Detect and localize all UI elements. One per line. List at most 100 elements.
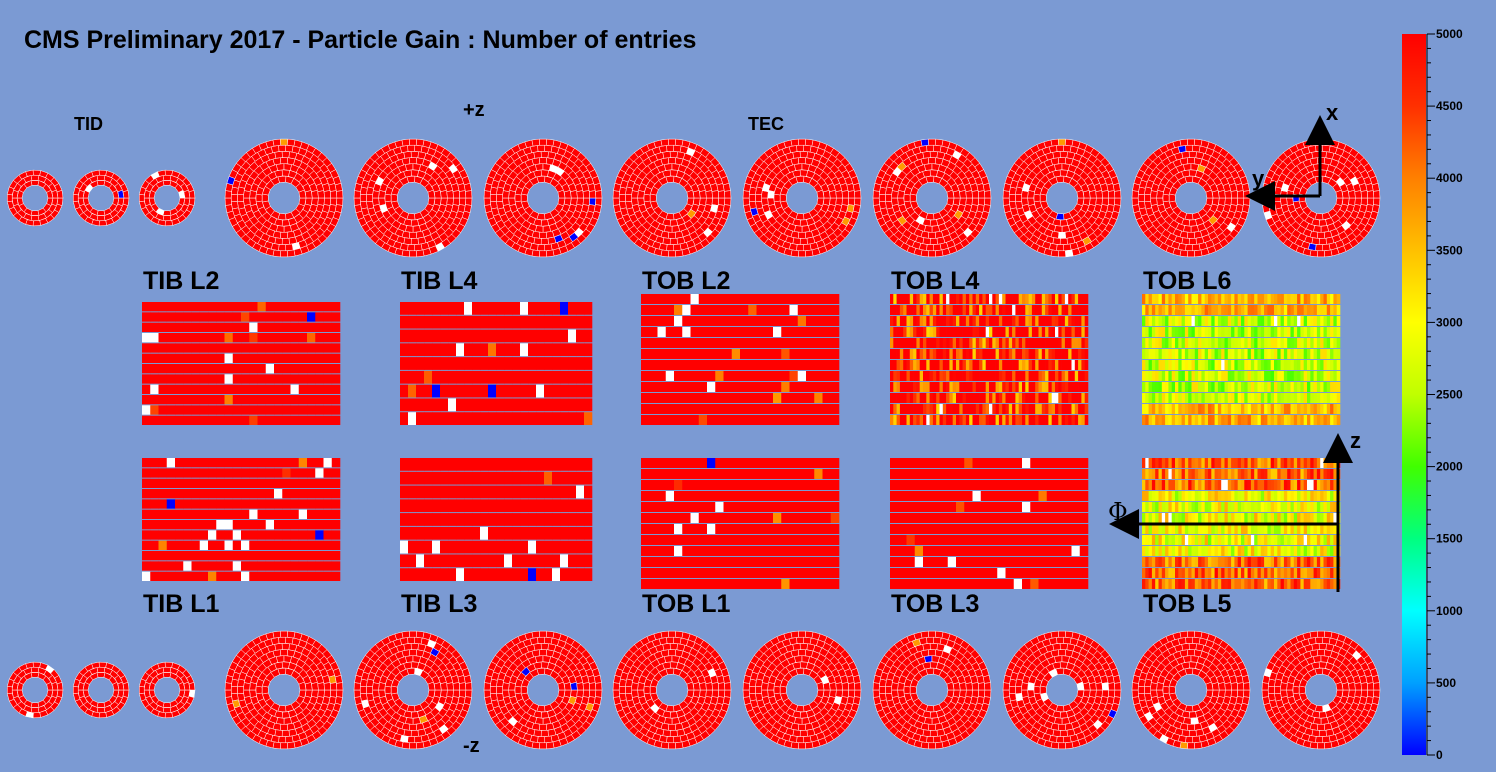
disk-module (928, 742, 936, 750)
disk-module (897, 197, 905, 207)
disk-module (773, 685, 781, 695)
disk-module (336, 689, 344, 698)
barrel-module (400, 302, 409, 315)
disk-module (1101, 689, 1109, 698)
barrel-module (323, 415, 333, 425)
disk-module (790, 630, 799, 639)
disk-module (1187, 630, 1195, 638)
disk-module (1230, 197, 1238, 206)
barrel-module (544, 329, 553, 343)
disk-module (360, 194, 367, 202)
barrel-module (241, 333, 250, 343)
barrel-module (282, 312, 291, 322)
barrel-module (158, 415, 168, 425)
barrel-module (323, 395, 333, 405)
disk-module (502, 689, 510, 698)
barrel-module (175, 405, 184, 415)
disk-module (305, 682, 313, 691)
disk-module (1367, 190, 1375, 199)
barrel-module (424, 302, 433, 315)
barrel-module (496, 302, 505, 315)
barrel-module (142, 333, 151, 343)
barrel-module (191, 353, 201, 363)
disk-module (484, 696, 493, 706)
disk-module (281, 711, 291, 719)
disk-module (1318, 219, 1328, 227)
barrel-module (520, 302, 529, 315)
disk-module (278, 636, 287, 644)
barrel-module (166, 302, 176, 312)
disk-module (534, 655, 544, 663)
disk-module (534, 163, 544, 171)
disk-module (971, 197, 979, 206)
disk-module (277, 175, 287, 183)
disk-module (675, 741, 684, 750)
disk-module (668, 649, 676, 656)
barrel-module (224, 333, 234, 343)
disk-module (959, 189, 967, 199)
endcap-disk (1002, 630, 1122, 750)
disk-module (576, 190, 584, 199)
barrel-module (512, 315, 521, 329)
barrel-module (274, 405, 283, 415)
endcap-disk (872, 630, 992, 750)
barrel-module (249, 353, 258, 363)
barrel-module (232, 395, 242, 405)
disk-module (1131, 689, 1139, 698)
disk-module (384, 685, 392, 695)
disk-module (823, 682, 831, 691)
barrel-module (560, 343, 569, 357)
barrel-module (232, 322, 242, 332)
barrel-module (166, 374, 176, 384)
barrel-module (208, 384, 217, 394)
disk-module (96, 215, 106, 221)
disk-module (755, 193, 762, 203)
barrel-module (504, 329, 513, 343)
disk-module (1212, 682, 1220, 691)
disk-module (546, 741, 555, 750)
barrel-module (166, 395, 176, 405)
disk-module (1002, 190, 1010, 199)
disk-module (1027, 689, 1035, 699)
disk-module (637, 197, 645, 207)
barrel-module (480, 343, 489, 357)
disk-module (164, 712, 174, 719)
disk-module (1274, 685, 1281, 695)
disk-module (372, 689, 380, 698)
disk-module (1058, 630, 1066, 638)
disk-module (531, 138, 540, 147)
barrel-module (216, 343, 225, 353)
disk-module (539, 649, 547, 656)
barrel-module (265, 384, 275, 394)
disk-module (1185, 736, 1194, 744)
disk-module (767, 689, 775, 699)
disk-module (669, 151, 678, 158)
disk-module (287, 741, 296, 750)
barrel-module (331, 405, 341, 415)
barrel-module (249, 415, 258, 425)
disk-module (502, 197, 510, 206)
barrel-module (208, 302, 217, 312)
disk-module (1089, 189, 1097, 199)
barrel-module (249, 312, 258, 322)
disk-module (1058, 157, 1066, 164)
disk-module (793, 163, 803, 171)
barrel-module (464, 343, 473, 357)
barrel-module (175, 302, 184, 312)
disk-module (483, 689, 491, 698)
barrel-module (331, 353, 341, 363)
barrel-module (175, 374, 184, 384)
barrel-module (175, 353, 184, 363)
barrel-module (166, 333, 176, 343)
barrel-module (265, 415, 275, 425)
barrel-module (315, 364, 324, 374)
disk-module (1131, 197, 1139, 206)
barrel-module (315, 343, 324, 353)
disk-module (619, 194, 626, 202)
barrel-module (150, 364, 159, 374)
disk-module (742, 190, 750, 199)
disk-module (835, 190, 843, 199)
disk-module (1050, 138, 1059, 147)
disk-module (237, 193, 244, 203)
disk-module (275, 163, 285, 171)
